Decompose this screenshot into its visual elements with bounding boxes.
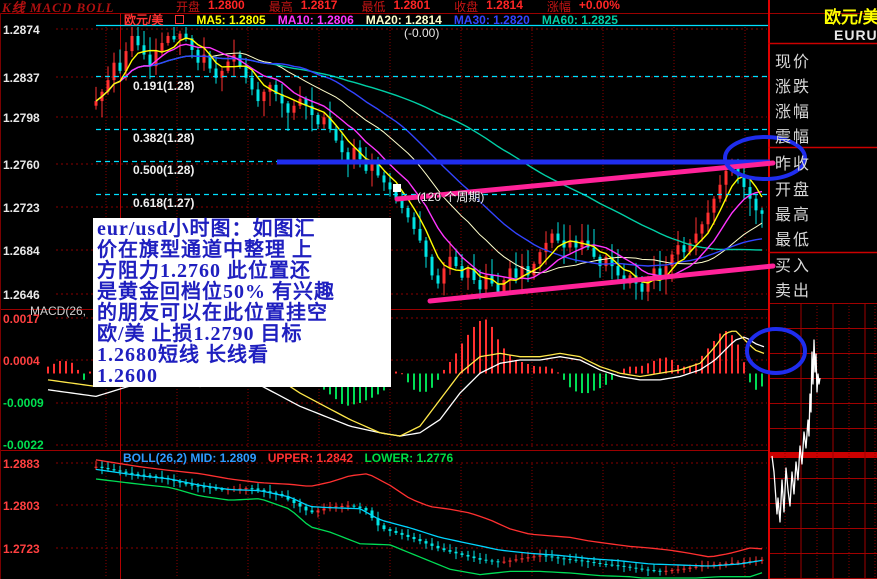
fib-label-0618: 0.618(1.27) <box>133 196 195 210</box>
ma5-value: MA5: 1.2805 <box>196 12 266 27</box>
boll-indicator-label: BOLL(26,2) MID: 1.2809 UPPER: 1.2842 LOW… <box>123 451 453 465</box>
ma60-value: MA60: 1.2825 <box>541 12 618 27</box>
macd-tick: 0.0017 <box>3 312 40 326</box>
quote-row-change: 涨跌 <box>775 79 812 96</box>
boll-upper-value: UPPER: 1.2842 <box>267 451 354 465</box>
boll-mid-value: BOLL(26,2) MID: 1.2809 <box>123 451 257 465</box>
sell-button[interactable]: 卖出 <box>775 283 812 300</box>
price-tick: 1.2837 <box>3 71 40 85</box>
quote-row-change-pct: 涨幅 <box>775 104 812 121</box>
open-value: 1.2800 <box>208 0 245 12</box>
quote-row-low: 最低 <box>775 232 812 249</box>
analyst-note-box[interactable]: eur/usd小时图：如图汇 价在旗型通道中整理 上 方阻力1.2760 此位置… <box>93 218 391 387</box>
boll-tick: 1.2883 <box>3 457 40 471</box>
high-value: 1.2817 <box>300 0 338 12</box>
quote-row-high: 最高 <box>775 207 812 224</box>
ma10-value: MA10: 1.2806 <box>277 12 354 27</box>
note-line: 欧/美 止损1.2790 目标 <box>97 323 303 345</box>
note-line: 是黄金回档位50% 有兴趣 <box>97 281 335 303</box>
macd-tick: 0.0004 <box>3 354 40 368</box>
ma20-value: MA20: 1.2814 <box>365 12 442 27</box>
macd-indicator-label: MACD(26, <box>30 304 87 318</box>
price-tick: 1.2874 <box>3 23 40 37</box>
note-line: 1.2680短线 长线看 <box>97 344 269 366</box>
quote-row-prev-close: 昨收 <box>775 156 812 173</box>
note-line: 1.2600 <box>97 365 158 387</box>
note-line: 的朋友可以在此位置挂空 <box>97 302 328 324</box>
price-tick: 1.2760 <box>3 158 40 172</box>
fib-label-0382: 0.382(1.28) <box>133 131 195 145</box>
low-value: 1.2801 <box>393 0 431 12</box>
close-value: 1.2814 <box>486 0 523 12</box>
boll-tick: 1.2723 <box>3 542 40 556</box>
boll-pane <box>94 459 764 579</box>
symbol-title-en: EURUS <box>834 27 877 43</box>
main-pane <box>94 27 764 302</box>
change-value: +0.00% <box>578 0 620 12</box>
fib-label-0500: 0.500(1.28) <box>133 163 195 177</box>
open-label: 开盘 <box>176 0 201 14</box>
symbol-label: 欧元/美 <box>124 13 164 27</box>
low-label: 最低 <box>361 0 386 14</box>
annotation-layer <box>277 135 807 375</box>
macd-tick: -0.0009 <box>3 396 44 410</box>
app-logo: K线 MACD BOLL <box>2 0 115 15</box>
quote-row-open: 开盘 <box>775 182 812 199</box>
boll-lower-value: LOWER: 1.2776 <box>364 451 454 465</box>
right-tick-chart <box>771 339 821 523</box>
quote-row-last: 现价 <box>775 54 812 71</box>
price-tick: 1.2646 <box>3 288 40 302</box>
note-line: 价在旗型通道中整理 上 <box>97 239 313 261</box>
fib-label-0191: 0.191(1.28) <box>133 79 195 93</box>
ma-header: 欧元/美 MA5: 1.2805 MA10: 1.2806 MA20: 1.28… <box>124 12 618 28</box>
drop-value-label: (-0.00) <box>404 26 440 40</box>
ohlc-summary-bar: 开盘 1.2800 最高 1.2817 最低 1.2801 收盘 1.2814 涨幅 +0… <box>176 0 620 14</box>
ma30-value: MA30: 1.2820 <box>453 12 530 27</box>
change-label: 涨幅 <box>546 0 571 14</box>
note-line: eur/usd小时图：如图汇 <box>97 218 316 240</box>
macd-tick: -0.0022 <box>3 438 44 452</box>
buy-button[interactable]: 买入 <box>775 258 812 275</box>
boll-tick: 1.2803 <box>3 499 40 513</box>
quote-row-amplitude: 震幅 <box>775 129 812 146</box>
high-label: 最高 <box>268 0 293 14</box>
close-label: 收盘 <box>454 0 479 14</box>
note-line: 方阻力1.2760 此位置还 <box>97 260 311 282</box>
price-tick: 1.2798 <box>3 111 40 125</box>
price-tick: 1.2723 <box>3 201 40 215</box>
period-count-label: (120 个周期) <box>417 190 485 204</box>
quote-panel: 欧元/美 EURUS 现价 涨跌 涨幅 震幅 昨收 开盘 最高 最低 买入 卖出 <box>768 0 877 579</box>
price-tick: 1.2684 <box>3 244 40 258</box>
symbol-square-icon <box>175 15 185 24</box>
symbol-title-cn: 欧元/美 <box>824 8 877 27</box>
